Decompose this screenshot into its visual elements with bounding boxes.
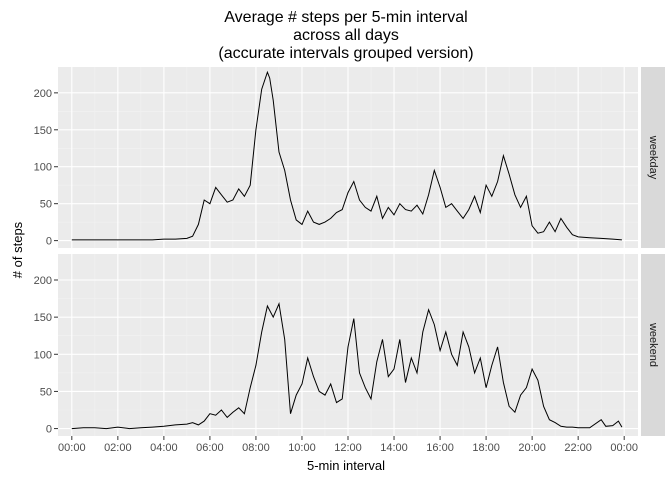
series-line-weekend — [71, 302, 623, 430]
x-tick-label: 20:00 — [518, 442, 546, 454]
x-tick-label: 00:00 — [610, 442, 638, 454]
x-tick-label: 16:00 — [426, 442, 454, 454]
x-tick-label: 18:00 — [472, 442, 500, 454]
y-tick-label: 0 — [46, 236, 52, 248]
x-tick-label: 06:00 — [196, 442, 224, 454]
y-axis-title: # of steps — [10, 221, 25, 278]
facet-strip — [641, 254, 665, 436]
x-tick-label: 12:00 — [334, 442, 362, 454]
x-tick-label: 00:00 — [58, 442, 86, 454]
x-tick-label: 02:00 — [104, 442, 132, 454]
x-tick-label: 04:00 — [150, 442, 178, 454]
x-tick-label: 08:00 — [242, 442, 270, 454]
y-tick-label: 0 — [46, 424, 52, 436]
x-tick-label: 10:00 — [288, 442, 316, 454]
chart-title-line-1: Average # steps per 5-min interval — [224, 9, 467, 26]
x-axis-title: 5-min interval — [307, 458, 385, 473]
y-tick-label: 200 — [34, 275, 52, 287]
x-tick-label: 14:00 — [380, 442, 408, 454]
y-tick-label: 100 — [34, 349, 52, 361]
y-tick-label: 50 — [40, 199, 52, 211]
facet-strip-label: weekday — [647, 135, 659, 180]
chart-title-line-3: (accurate intervals grouped version) — [218, 45, 473, 62]
y-tick-label: 150 — [34, 312, 52, 324]
chart-title-line-2: across all days — [293, 27, 399, 44]
facet-strip — [641, 67, 665, 248]
y-tick-label: 150 — [34, 125, 52, 137]
y-tick-label: 100 — [34, 162, 52, 174]
series-line-weekday — [71, 70, 622, 241]
x-tick-label: 22:00 — [564, 442, 592, 454]
facet-strip-label: weekend — [647, 322, 659, 367]
y-tick-label: 200 — [34, 88, 52, 100]
y-tick-label: 50 — [40, 386, 52, 398]
